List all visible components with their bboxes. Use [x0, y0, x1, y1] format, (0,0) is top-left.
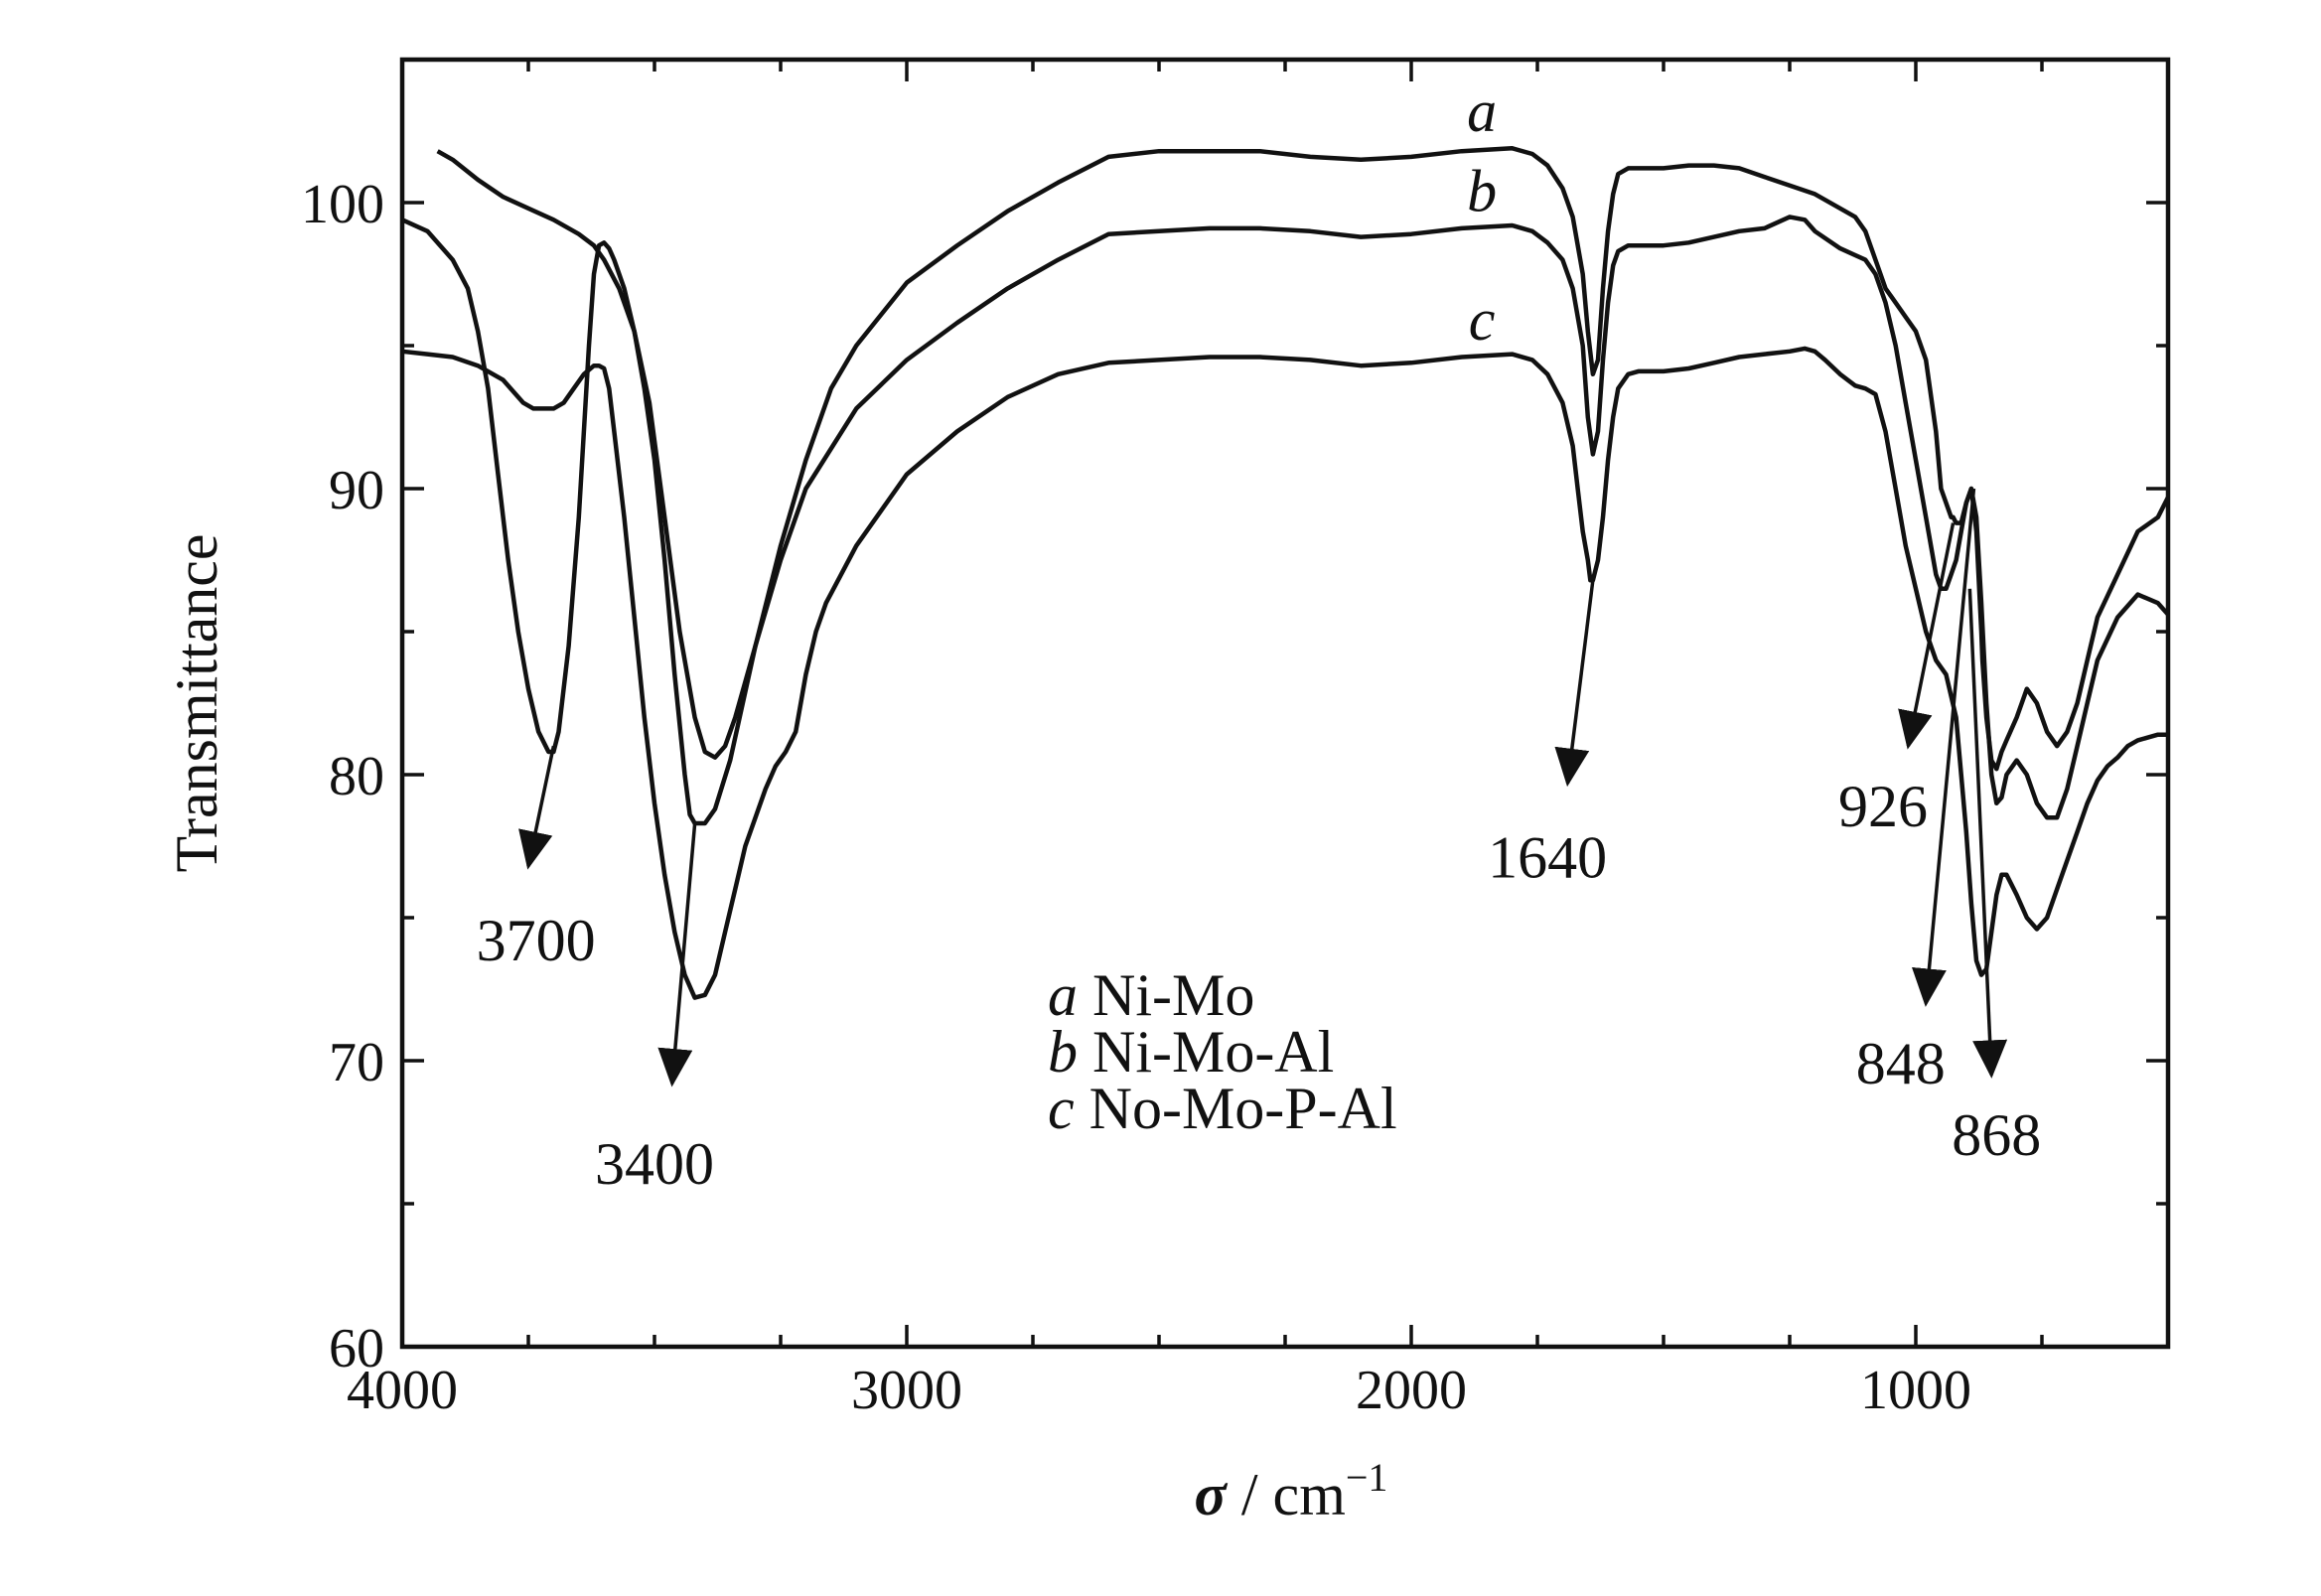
x-tick-label: 4000: [347, 1360, 458, 1421]
peak-label-3400: 3400: [595, 1131, 714, 1197]
peak-arrow-868: [1967, 588, 2008, 1079]
legend-entry-a: a Ni-Mo: [1048, 962, 1254, 1028]
plot-frame: [399, 57, 2171, 1350]
peak-arrow-848: [1911, 488, 1976, 1007]
peak-arrow-1640: [1554, 579, 1595, 788]
y-tick-label: 70: [329, 1032, 384, 1093]
x-axis-symbol: σ: [1195, 1462, 1229, 1527]
x-tick-label: 1000: [1860, 1360, 1971, 1421]
curve-label-a: a: [1467, 78, 1497, 144]
legend-series-letter: c: [1048, 1076, 1075, 1141]
tick-labels: 4000 3000 2000 1000 60 70 80 90 100: [301, 174, 1971, 1421]
legend-series-name: Ni-Mo-Al: [1078, 1019, 1334, 1085]
peak-arrow-926: [1898, 522, 1956, 750]
y-tick-label: 60: [329, 1318, 384, 1379]
peak-label-926: 926: [1838, 774, 1928, 839]
series-line-a: [436, 146, 2171, 772]
x-axis-label: σ / cm−1: [1195, 1455, 1388, 1527]
x-tick-label: 3000: [851, 1360, 962, 1421]
peak-arrow-3400: [657, 822, 697, 1088]
y-tick-label: 80: [329, 746, 384, 807]
legend-series-name: No-Mo-P-Al: [1075, 1076, 1397, 1141]
peak-arrow-3700: [518, 745, 556, 870]
peak-label-3700: 3700: [477, 908, 596, 973]
series-line-b: [401, 215, 2170, 826]
x-axis-unit: / cm: [1227, 1462, 1346, 1527]
curve-label-b: b: [1467, 159, 1497, 224]
y-tick-label: 100: [301, 174, 384, 235]
legend: a Ni-Mob Ni-Mo-Alc No-Mo-P-Al: [1048, 962, 1397, 1141]
legend-entry-b: b Ni-Mo-Al: [1048, 1019, 1334, 1085]
y-axis-label: Transmittance: [164, 533, 229, 872]
peak-label-1640: 1640: [1488, 825, 1607, 891]
curve-labels: abc: [1467, 78, 1497, 353]
peak-label-848: 848: [1856, 1031, 1946, 1096]
legend-series-letter: b: [1048, 1019, 1078, 1085]
curve-label-c: c: [1469, 287, 1496, 353]
x-tick-label: 2000: [1356, 1360, 1467, 1421]
legend-entry-c: c No-Mo-P-Al: [1048, 1076, 1397, 1141]
legend-series-name: Ni-Mo: [1078, 962, 1254, 1028]
legend-series-letter: a: [1048, 962, 1078, 1028]
series-line-c: [401, 346, 2168, 1000]
y-tick-label: 90: [329, 460, 384, 521]
series-layer: [401, 146, 2171, 1000]
peak-label-868: 868: [1952, 1102, 2041, 1168]
x-axis-exponent: −1: [1346, 1455, 1388, 1500]
